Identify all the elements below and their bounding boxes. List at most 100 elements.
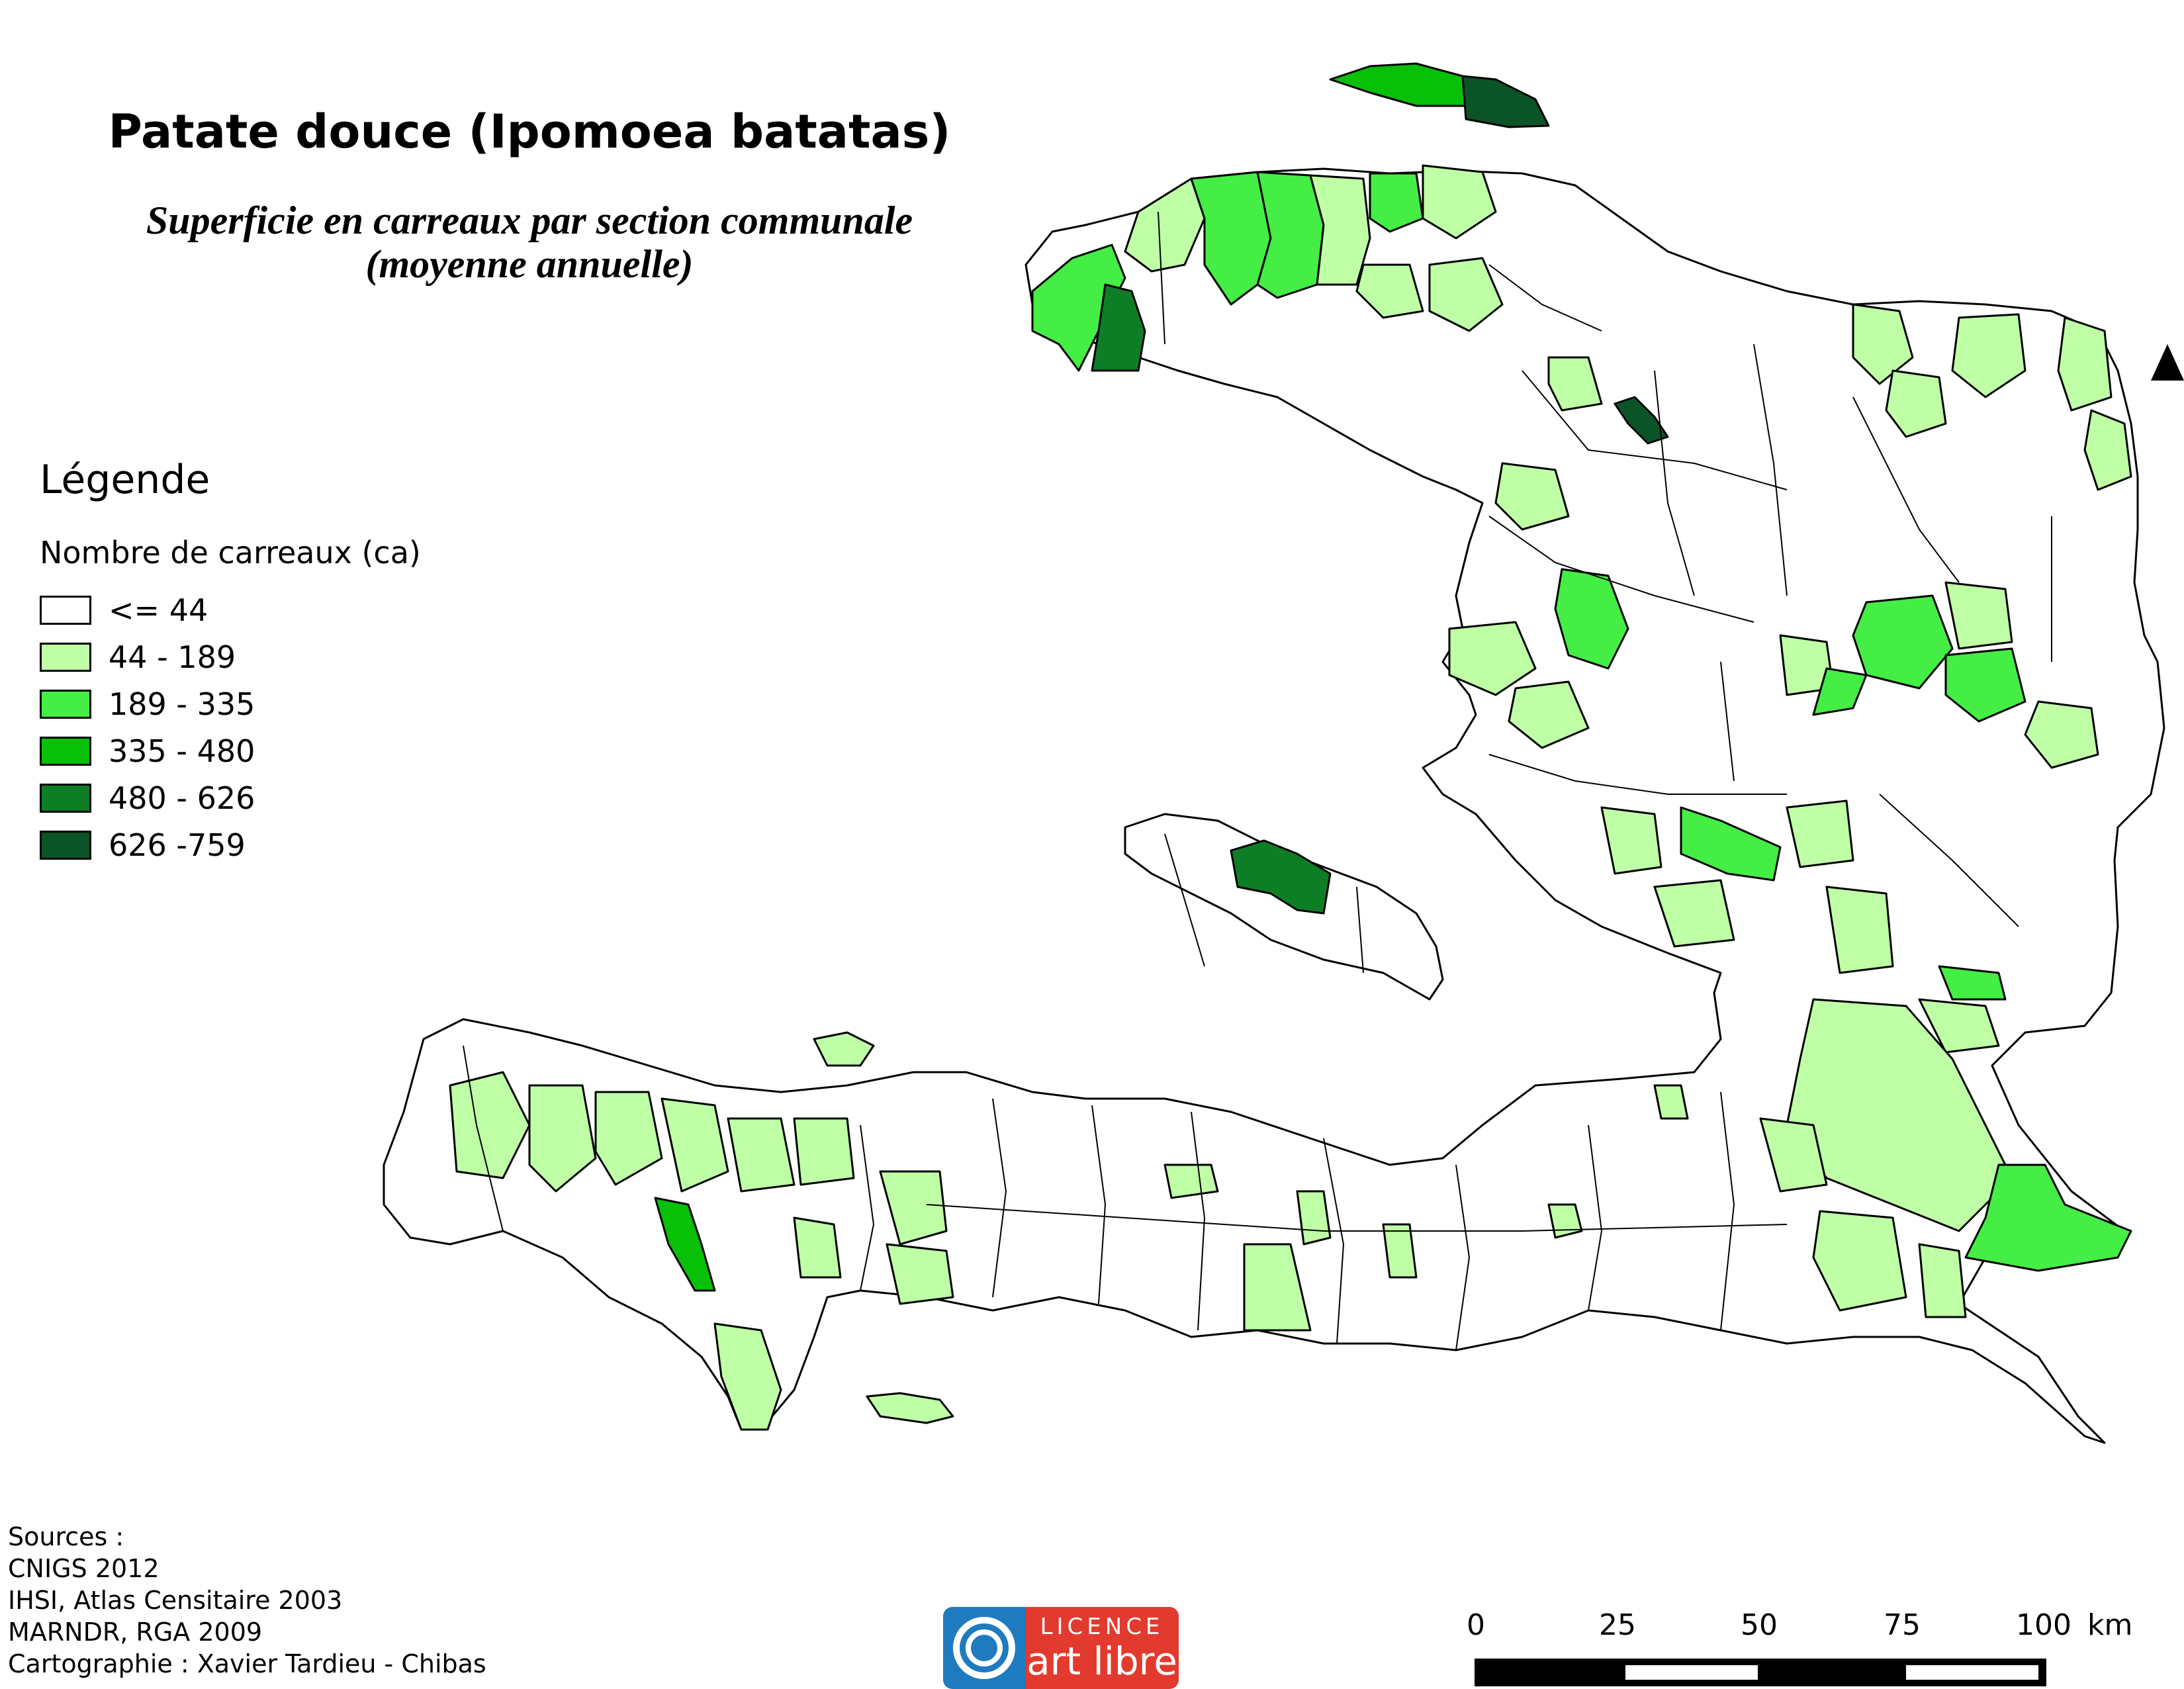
center-section-16 — [1938, 965, 2007, 1001]
nw-section-6 — [1309, 174, 1371, 286]
section-boundary — [1488, 264, 1602, 332]
licence-art-libre-badge[interactable]: LICENCE art libre — [943, 1607, 1179, 1689]
south-section-13 — [1296, 1190, 1332, 1246]
center-section-15 — [1825, 886, 1894, 974]
section-boundary — [1654, 370, 1695, 596]
section-boundary — [463, 1045, 504, 1232]
section-boundary — [926, 1204, 1788, 1232]
gonave-island — [1124, 813, 1444, 1001]
center-section-4 — [1508, 680, 1590, 749]
center-section-13 — [1786, 799, 1854, 868]
source-line: IHSI, Atlas Censitaire 2003 — [8, 1586, 343, 1615]
scale-tick-0: 0 — [1467, 1608, 1485, 1642]
ne-section-2 — [1951, 313, 2026, 398]
legend-swatch — [40, 784, 91, 813]
south-section-10 — [886, 1243, 954, 1305]
nw-section-8 — [1355, 263, 1424, 319]
section-boundary — [1753, 343, 1788, 596]
source-line: MARNDR, RGA 2009 — [8, 1618, 263, 1647]
source-line: Cartographie : Xavier Tardieu - Chibas — [8, 1649, 486, 1678]
section-boundary — [1720, 1091, 1735, 1331]
south-section-7 — [654, 1197, 716, 1292]
center-section-3 — [1448, 621, 1537, 696]
section-boundary — [992, 1098, 1007, 1298]
center-section-2 — [1554, 568, 1629, 670]
cayemite-island — [813, 1031, 875, 1067]
center-section-14 — [1653, 879, 1735, 948]
south-section-16 — [1653, 1084, 1689, 1120]
tortue-island-east — [1461, 75, 1550, 128]
legend-row: <= 44 — [40, 592, 208, 628]
se-section-4 — [1918, 1243, 1967, 1318]
se-section-5 — [1759, 1117, 1828, 1193]
legend-label: 44 - 189 — [109, 639, 236, 675]
section-boundary — [1091, 1105, 1107, 1304]
gonave-section-dark — [1230, 839, 1332, 915]
section-boundary — [1164, 833, 1205, 967]
licence-text: LICENCE art libre — [1025, 1607, 1179, 1689]
legend-label: 480 - 626 — [109, 780, 255, 816]
legend-subtitle: Nombre de carreaux (ca) — [40, 535, 421, 571]
legend-row: 44 - 189 — [40, 639, 236, 675]
ne-section-3 — [2057, 316, 2113, 412]
scale-bar — [1475, 1659, 2046, 1686]
center-section-17 — [1918, 998, 2000, 1054]
south-section-6 — [793, 1117, 855, 1186]
section-boundary — [1191, 1111, 1206, 1331]
north-arrow-icon — [2151, 344, 2184, 381]
section-boundary — [1588, 1124, 1603, 1311]
south-section-17 — [1547, 1203, 1583, 1239]
section-boundary — [1522, 370, 1788, 490]
scale-unit: km — [2087, 1608, 2133, 1642]
center-section-12 — [1600, 806, 1662, 875]
legend-swatch — [40, 737, 91, 766]
section-boundary — [1488, 516, 1754, 623]
legend-title: Légende — [40, 457, 210, 503]
licence-top-text: LICENCE — [1040, 1614, 1164, 1640]
legend-label: 335 - 480 — [109, 733, 255, 769]
scale-tick-50: 50 — [1741, 1608, 1778, 1642]
section-boundary — [860, 1124, 875, 1291]
center-section-1 — [1494, 462, 1570, 531]
center-section-10 — [1812, 667, 1868, 716]
center-section-6 — [1944, 647, 2026, 723]
ne-section-5 — [1885, 369, 1947, 438]
north-section-12 — [1547, 356, 1603, 412]
south-section-8 — [713, 1322, 782, 1431]
legend-swatch — [40, 831, 91, 860]
center-section-5 — [1852, 594, 1954, 690]
nw-section-9 — [1422, 164, 1497, 240]
nw-section-2 — [1091, 283, 1146, 372]
section-boundary — [1455, 1164, 1471, 1351]
sources-heading: Sources : — [8, 1522, 124, 1551]
scale-tick-100: 100 — [2016, 1608, 2071, 1642]
section-boundary — [1488, 754, 1787, 795]
south-section-11 — [793, 1216, 842, 1279]
section-boundary — [1323, 1138, 1345, 1344]
map-title: Patate douce (Ipomoea batatas) — [108, 105, 951, 159]
legend-label: 626 -759 — [109, 827, 246, 863]
south-section-9 — [879, 1170, 948, 1246]
se-section-1 — [1786, 998, 2013, 1232]
section-boundary — [1852, 396, 1960, 583]
tortue-island — [1329, 62, 1467, 107]
south-section-14 — [1382, 1223, 1418, 1279]
sources-block: Sources : CNIGS 2012 IHSI, Atlas Censita… — [8, 1521, 486, 1680]
section-boundary — [1356, 886, 1364, 974]
nw-section-7 — [1369, 172, 1424, 233]
ile-a-vache — [866, 1392, 954, 1424]
south-section-1 — [449, 1071, 531, 1179]
legend-row: 335 - 480 — [40, 733, 255, 769]
center-section-7 — [1944, 581, 2013, 650]
licence-bottom-text: art libre — [1026, 1639, 1177, 1684]
section-boundary — [1879, 794, 2019, 927]
legend-row: 189 - 335 — [40, 686, 255, 722]
se-section-2 — [1964, 1164, 2132, 1272]
scale-tick-75: 75 — [1884, 1608, 1921, 1642]
legend-swatch — [40, 690, 91, 719]
subtitle-line-2: (moyenne annuelle) — [365, 242, 694, 286]
nw-section-10 — [1428, 257, 1504, 332]
center-section-11 — [1680, 806, 1782, 882]
section-boundary — [1158, 211, 1165, 345]
section-boundary — [1720, 661, 1735, 782]
